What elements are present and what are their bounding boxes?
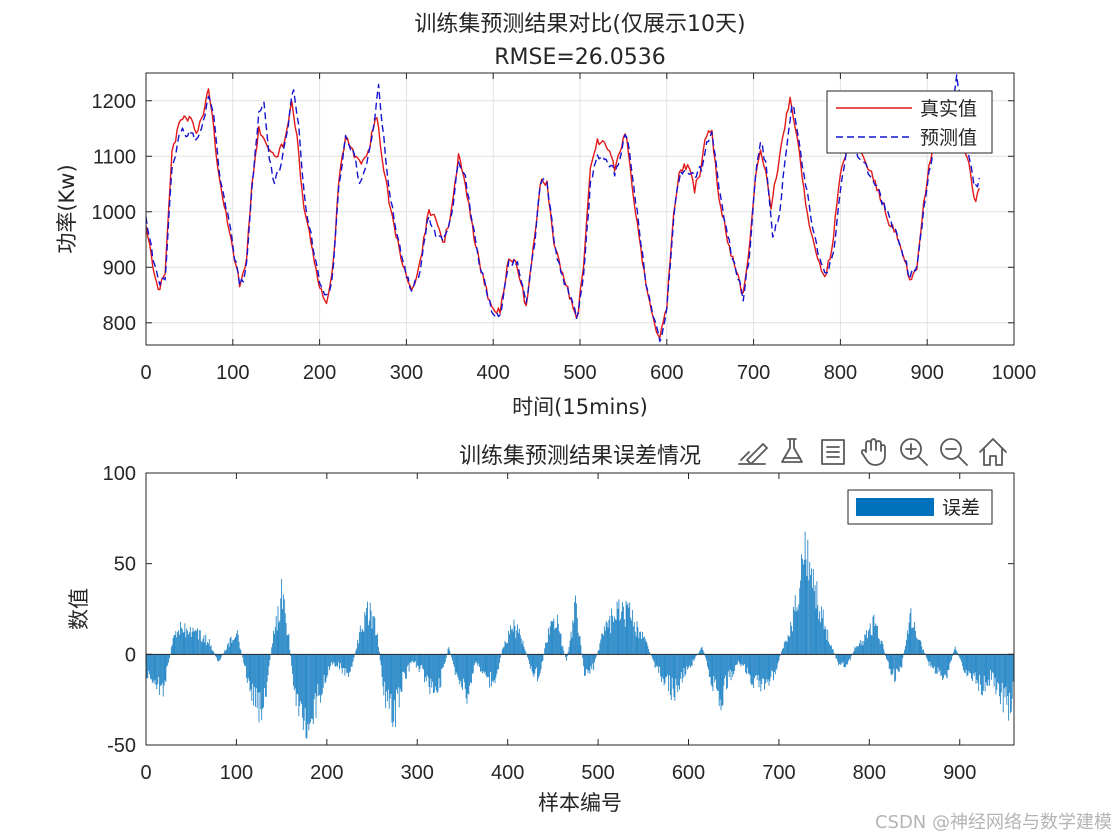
x-tick-label: 300: [401, 762, 434, 784]
x-tick-label: 800: [853, 762, 886, 784]
chart-title: 训练集预测结果误差情况: [459, 444, 701, 469]
y-axis-label: 数值: [67, 588, 91, 630]
y-tick-label: 1000: [92, 202, 137, 224]
y-axis-label: 功率(Kw): [55, 164, 79, 253]
series-line-real[interactable]: [146, 88, 980, 339]
x-tick-label: 200: [303, 362, 336, 384]
chart-title: 训练集预测结果对比(仅展示10天): [414, 12, 745, 37]
x-tick-label: 600: [650, 362, 683, 384]
x-tick-label: 600: [672, 762, 705, 784]
y-tick-label: 800: [103, 313, 136, 335]
x-tick-label: 500: [581, 762, 614, 784]
legend-box: [826, 90, 993, 154]
error-bars-group: [145, 531, 1015, 739]
legend-swatch-error: [856, 498, 934, 516]
y-tick-label: 100: [103, 463, 136, 485]
legend[interactable]: 误差: [847, 489, 993, 525]
x-tick-label: 0: [140, 362, 151, 384]
chart-subtitle: RMSE=26.0536: [494, 45, 666, 70]
y-tick-label: 0: [125, 644, 136, 666]
y-tick-label: 1100: [93, 146, 136, 168]
zoom-in-icon[interactable]: [896, 434, 930, 468]
x-tick-labels: 0 100 200 300 400 500 600 700 800 900: [140, 762, 976, 784]
legend-label-pred: 预测值: [920, 127, 977, 149]
x-tick-label: 900: [911, 362, 944, 384]
x-tick-label: 100: [216, 362, 249, 384]
x-tick-labels: 0 100 200 300 400 500 600 700 800 900 1000: [140, 362, 1036, 384]
data-tips-icon[interactable]: [775, 434, 809, 468]
x-tick-label: 700: [762, 762, 795, 784]
x-tick-label: 900: [943, 762, 976, 784]
y-tick-labels: 800 900 1000 1100 1200: [92, 91, 137, 335]
x-tick-label: 100: [220, 762, 253, 784]
x-tick-label: 400: [491, 762, 524, 784]
x-tick-label: 300: [390, 362, 423, 384]
brush-export-icon[interactable]: [735, 434, 769, 468]
x-tick-label: 0: [140, 762, 151, 784]
x-axis-label: 时间(15mins): [512, 395, 648, 419]
line-chart-axes[interactable]: 0 100 200 300 400 500 600 700 800 900 1000 800 900 1…: [55, 12, 1036, 419]
series-line-pred[interactable]: [146, 74, 980, 343]
legend-label-error: 误差: [942, 497, 980, 519]
watermark: CSDN @神经网络与数学建模: [875, 812, 1112, 833]
legend-label-real: 真实值: [920, 98, 977, 120]
legend[interactable]: 真实值 预测值: [826, 90, 993, 154]
x-tick-label: 200: [310, 762, 343, 784]
series-group: [146, 74, 980, 343]
y-tick-label: 50: [114, 554, 136, 576]
y-tick-labels: -50 0 50 100: [103, 463, 136, 757]
legend-toggle-icon[interactable]: [816, 434, 850, 468]
x-tick-label: 500: [563, 362, 596, 384]
axes-toolbar[interactable]: [735, 434, 1010, 468]
y-tick-label: 1200: [92, 91, 137, 113]
pan-hand-icon[interactable]: [856, 434, 890, 468]
x-axis-label: 样本编号: [538, 791, 622, 815]
y-tick-label: 900: [103, 257, 136, 279]
y-tick-label: -50: [107, 735, 136, 757]
axes-box: [145, 472, 1015, 746]
x-tick-label: 400: [477, 362, 510, 384]
x-tick-label: 700: [737, 362, 770, 384]
home-restore-icon[interactable]: [976, 434, 1010, 468]
x-tick-label: 1000: [992, 362, 1037, 384]
zoom-out-icon[interactable]: [936, 434, 970, 468]
tick-marks: [145, 73, 1015, 345]
tick-marks: [145, 472, 1014, 746]
x-tick-label: 800: [824, 362, 857, 384]
